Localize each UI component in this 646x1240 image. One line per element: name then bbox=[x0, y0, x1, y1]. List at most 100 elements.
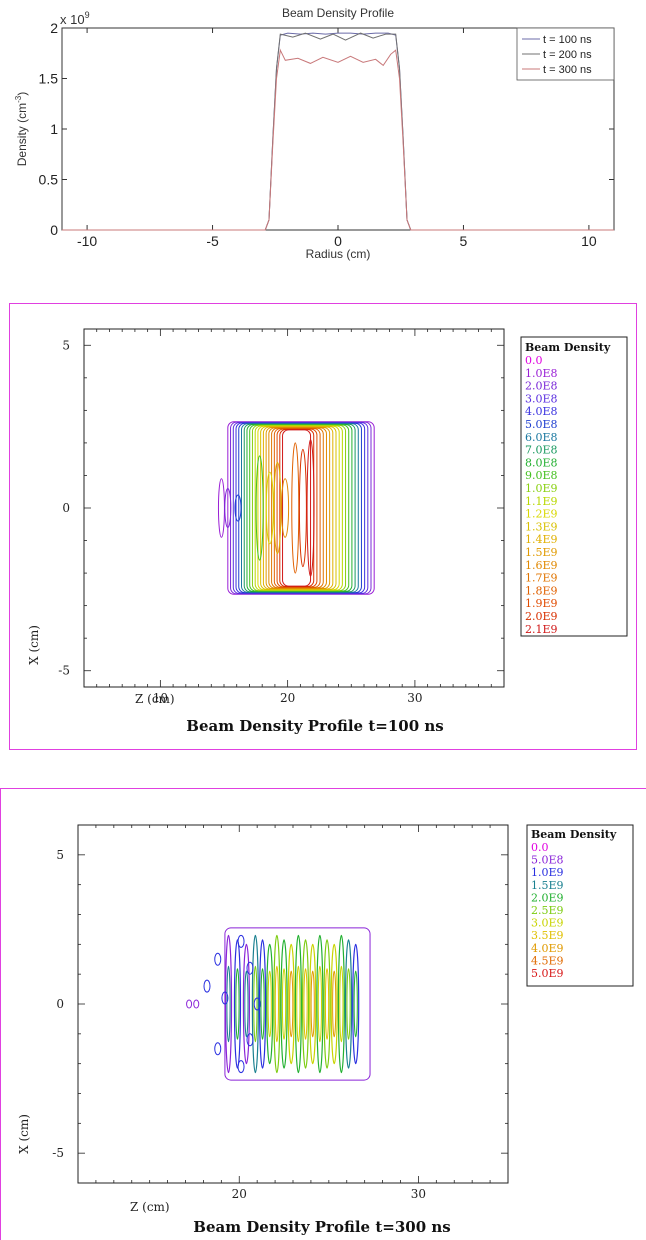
legend-level: 1.0E9 bbox=[531, 866, 564, 879]
legend-level: 9.0E8 bbox=[525, 469, 558, 482]
contour-line bbox=[306, 439, 315, 577]
legend-box bbox=[526, 824, 634, 987]
contour-line bbox=[330, 943, 338, 1065]
legend-level: 2.0E8 bbox=[525, 380, 558, 393]
legend-level: 1.5E9 bbox=[531, 879, 564, 892]
legend-level: 3.5E9 bbox=[531, 929, 564, 942]
legend-level: 7.0E8 bbox=[525, 444, 558, 457]
legend-box bbox=[520, 336, 628, 637]
contour-line bbox=[255, 455, 264, 561]
contour-line bbox=[246, 1033, 254, 1047]
legend-level: 2.0E9 bbox=[525, 610, 558, 623]
contour-line bbox=[265, 471, 274, 545]
y-tick-label: 0.5 bbox=[39, 172, 59, 188]
legend-level: 5.0E9 bbox=[531, 967, 564, 980]
contour-line bbox=[281, 478, 290, 538]
legend-level: 5.0E8 bbox=[531, 854, 564, 867]
contour-line bbox=[224, 487, 232, 529]
legend-level: 1.7E9 bbox=[525, 572, 558, 585]
contour-line bbox=[317, 965, 322, 1043]
contour-line bbox=[273, 934, 281, 1074]
data-lines bbox=[62, 32, 614, 231]
contour-line bbox=[214, 1042, 222, 1056]
contour-line bbox=[339, 965, 344, 1043]
legend-level: 1.0E9 bbox=[525, 482, 558, 495]
contour-line bbox=[203, 979, 211, 993]
x-tick-label: 30 bbox=[407, 691, 422, 705]
tick-marks bbox=[83, 329, 505, 687]
contour-line bbox=[291, 442, 300, 574]
chart-title: Beam Density Profile bbox=[282, 6, 394, 20]
legend-label: t = 200 ns bbox=[543, 49, 592, 61]
legend-level: 1.8E9 bbox=[525, 584, 558, 597]
contour-line bbox=[186, 999, 193, 1009]
x-tick-label: 10 bbox=[581, 233, 597, 249]
legend-level: 3.0E9 bbox=[531, 917, 564, 930]
contour-line bbox=[266, 943, 274, 1065]
x-tick-label: 0 bbox=[334, 233, 342, 249]
contour-line bbox=[324, 968, 330, 1040]
legend-level: 4.0E9 bbox=[531, 942, 564, 955]
contour-line bbox=[280, 939, 288, 1069]
contour-line bbox=[289, 970, 294, 1038]
legend-label: t = 300 ns bbox=[543, 64, 592, 76]
legend-level: 0.0 bbox=[531, 841, 549, 854]
contour-line bbox=[233, 939, 242, 1069]
x-tick-label: 20 bbox=[280, 691, 295, 705]
legend-title: Beam Density bbox=[531, 828, 617, 841]
legend-level: 1.0E8 bbox=[525, 367, 558, 380]
legend: t = 100 ns t = 200 ns t = 300 ns bbox=[516, 27, 615, 81]
contour-line bbox=[253, 997, 261, 1011]
x-axis-label: Z (cm) bbox=[135, 692, 175, 706]
y-axis-label: X (cm) bbox=[17, 1114, 31, 1154]
legend-level: 3.0E8 bbox=[525, 392, 558, 405]
legend-level: 6.0E8 bbox=[525, 431, 558, 444]
contour-line bbox=[226, 965, 231, 1043]
legend-level: 1.3E9 bbox=[525, 520, 558, 533]
contour-line bbox=[353, 970, 358, 1038]
contour-line bbox=[251, 934, 259, 1074]
contour-line bbox=[298, 448, 307, 568]
x-tick-label: -10 bbox=[77, 233, 97, 249]
x-tick-label: -5 bbox=[206, 233, 219, 249]
legend-level: 1.1E9 bbox=[525, 495, 558, 508]
contour-line bbox=[296, 965, 301, 1043]
y-tick-label: 1 bbox=[50, 121, 58, 137]
contour-line bbox=[310, 970, 315, 1038]
legend-level: 1.9E9 bbox=[525, 597, 558, 610]
chart-title: Beam Density Profile t=300 ns bbox=[193, 1218, 450, 1236]
legend-level: 1.6E9 bbox=[525, 559, 558, 572]
contour-panel-100ns bbox=[9, 303, 637, 750]
contour-panel-300ns bbox=[0, 788, 646, 1240]
contour-line bbox=[337, 934, 345, 1074]
plot-frame bbox=[83, 328, 505, 688]
contour-line bbox=[344, 939, 353, 1069]
legend: Beam Density 0.05.0E81.0E91.5E92.0E92.5E… bbox=[526, 824, 634, 987]
x-axis-label: Radius (cm) bbox=[306, 247, 371, 261]
x-tick-label: 5 bbox=[460, 233, 468, 249]
legend-level: 5.0E8 bbox=[525, 418, 558, 431]
contour-chart-100ns: 10 20 30 5 0 -5 Z (cm) X (cm) Beam Density Pr… bbox=[27, 328, 628, 735]
density-line-chart: Beam Density Profile x 109 -10 -5 0 5 10 0 0.… bbox=[14, 6, 615, 261]
tick-labels: 10 20 30 5 0 -5 bbox=[58, 338, 422, 705]
legend-label: t = 100 ns bbox=[543, 34, 592, 46]
tick-marks bbox=[77, 824, 509, 1184]
contour-line bbox=[316, 934, 324, 1074]
contour-line bbox=[214, 952, 222, 966]
y-tick-label: 2 bbox=[50, 20, 58, 36]
y-tick-label: 0 bbox=[50, 222, 58, 238]
contour-line bbox=[282, 429, 312, 587]
contour-line bbox=[193, 999, 200, 1009]
legend-level: 1.5E9 bbox=[525, 546, 558, 559]
contour-line bbox=[242, 943, 251, 1065]
series-line bbox=[62, 48, 614, 231]
chart-title: Beam Density Profile t=100 ns bbox=[186, 717, 443, 735]
contour-line bbox=[332, 970, 337, 1038]
x-axis-label: Z (cm) bbox=[130, 1200, 170, 1214]
contour-line bbox=[235, 968, 240, 1040]
x-tick-label: 30 bbox=[411, 1187, 426, 1201]
contour-line bbox=[281, 968, 287, 1040]
y-axis-label: Density (cm-3) bbox=[14, 92, 29, 166]
tick-labels: 20 30 5 0 -5 bbox=[52, 848, 426, 1201]
x-tick-label: 10 bbox=[153, 691, 168, 705]
